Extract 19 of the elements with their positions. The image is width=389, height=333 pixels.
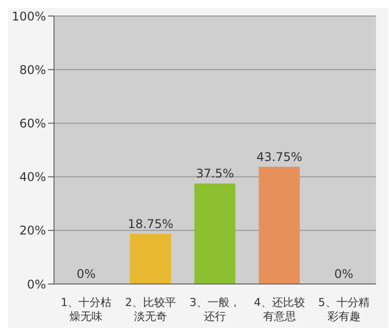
- y-tick-label: 80%: [19, 62, 46, 77]
- x-tick-label: 5、十分精彩有趣: [318, 296, 370, 323]
- data-label: 18.75%: [128, 216, 174, 231]
- y-tick-label: 40%: [19, 170, 46, 184]
- y-tick-label: 0%: [26, 277, 46, 292]
- data-label: 43.75%: [256, 150, 302, 164]
- x-tick-label: 3、一般，还行: [190, 296, 240, 323]
- x-tick-label: 4、还比较有意思: [254, 296, 305, 323]
- data-label: 0%: [76, 267, 96, 281]
- y-tick-label: 60%: [19, 116, 46, 130]
- bar: [194, 184, 236, 284]
- data-label: 37.5%: [196, 166, 234, 180]
- data-label: 0%: [334, 267, 354, 281]
- x-tick-label: 2、比较平淡无奇: [125, 296, 176, 323]
- bar: [130, 234, 171, 284]
- y-tick-label: 100%: [12, 9, 46, 24]
- x-tick-label: 1、十分枯燥无味: [60, 296, 112, 323]
- bar: [258, 166, 300, 284]
- y-tick-label: 20%: [19, 224, 46, 238]
